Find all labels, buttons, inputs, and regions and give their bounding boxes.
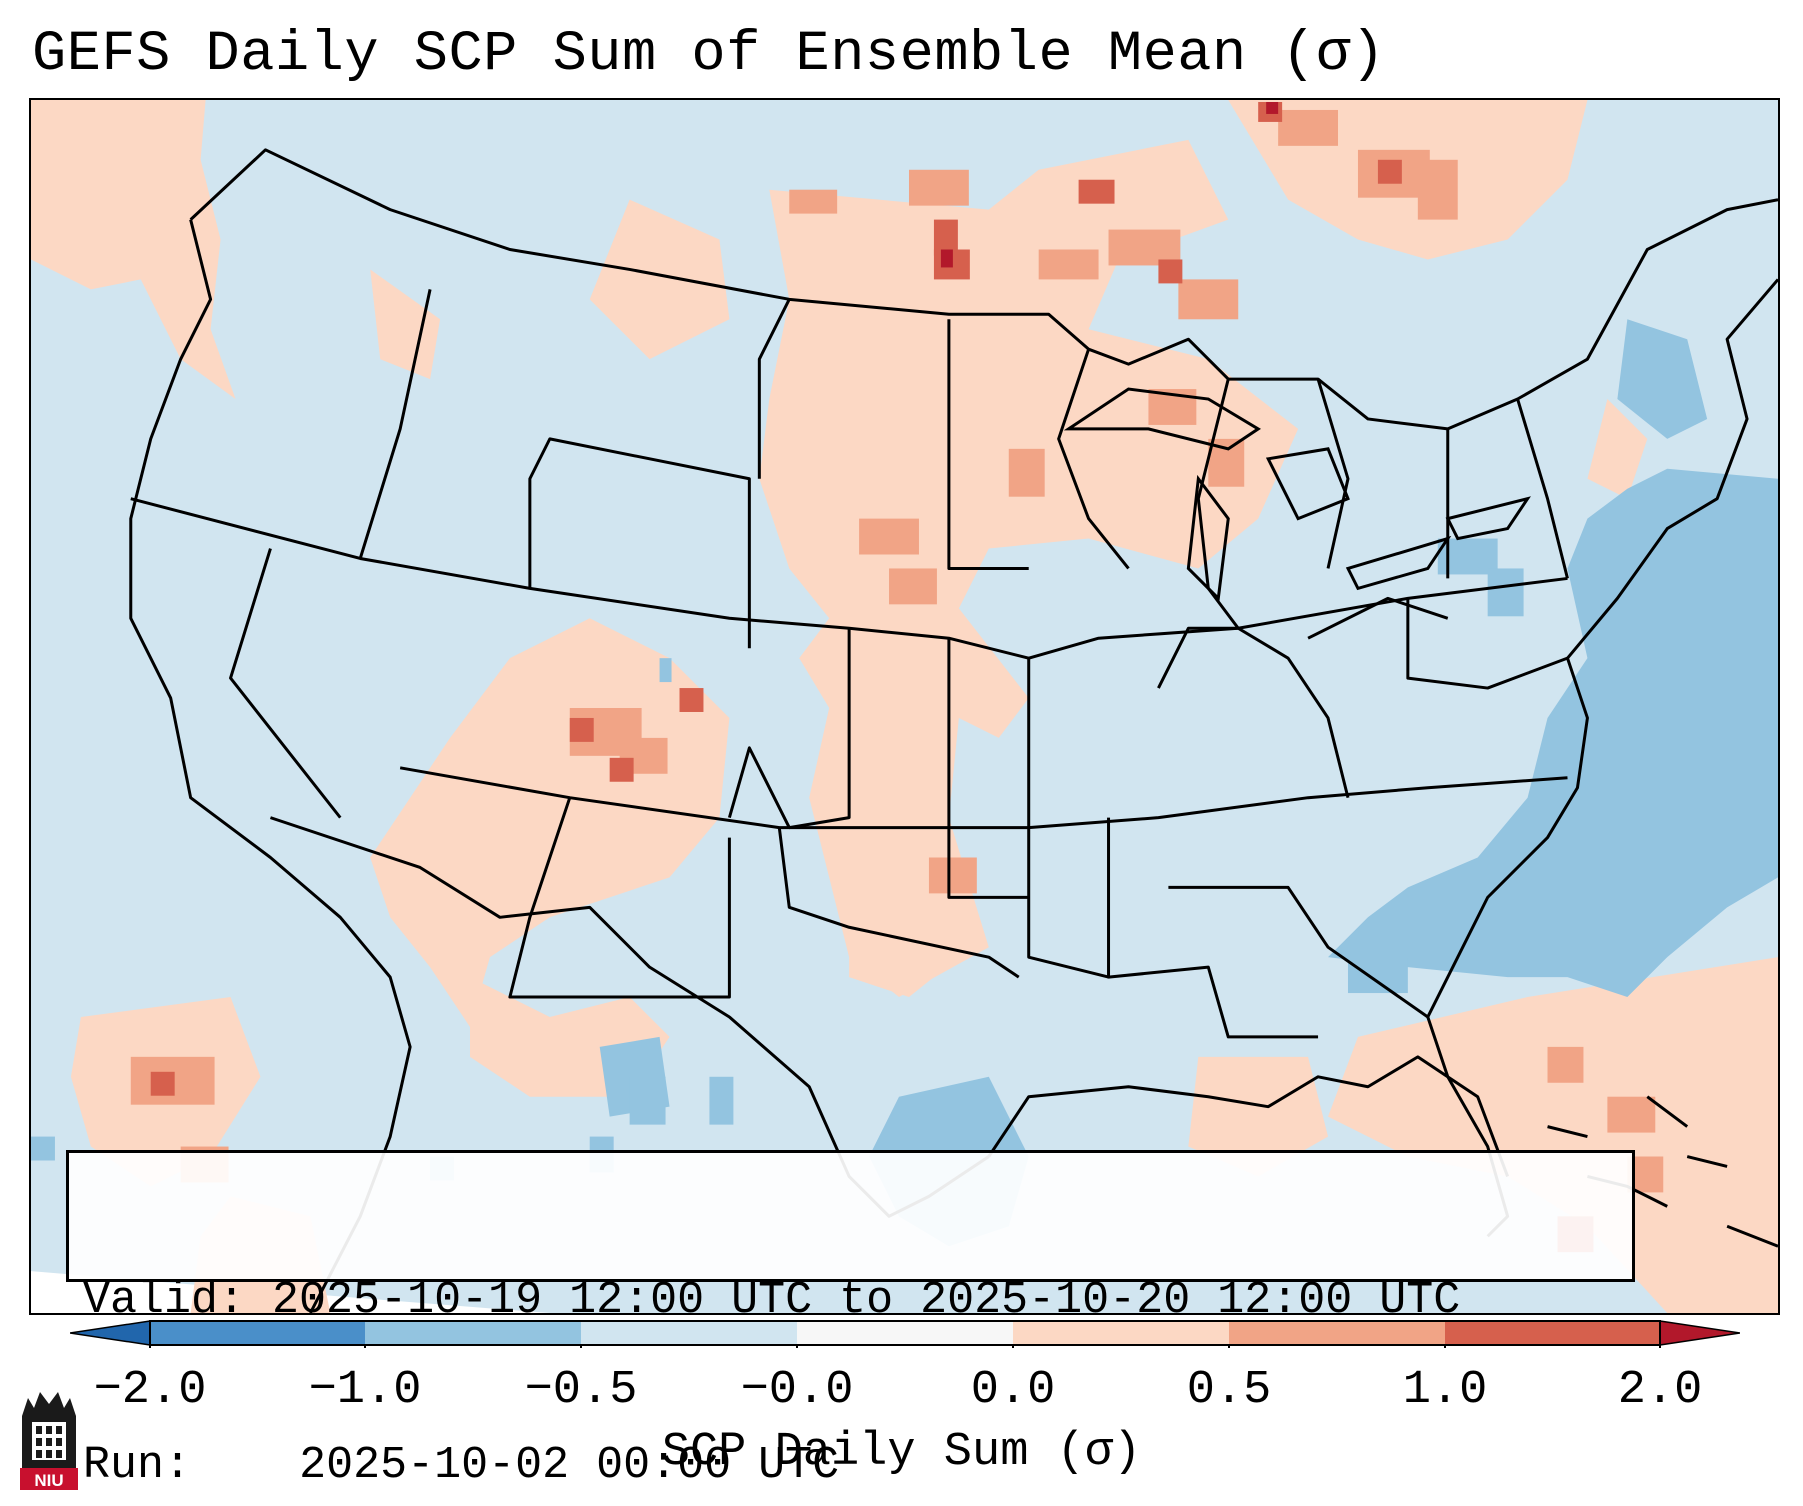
colorbar-tick-label: 0.0 [970,1364,1056,1417]
map-canvas [31,100,1778,1313]
colorbar-tick-label: −0.5 [524,1364,638,1417]
colorbar-bin-5 [1013,1321,1229,1345]
colorbar-bin-7 [1445,1321,1660,1345]
colorbar-under-extension [70,1320,151,1346]
valid-time-info-box: Valid: 2025-10-19 12:00 UTC to 2025-10-2… [66,1150,1635,1491]
colorbar-tick-marks [149,1345,1661,1348]
colorbar-bin-1 [150,1321,365,1345]
valid-value: 2025-10-19 12:00 UTC to 2025-10-20 12:00… [272,1275,1461,1326]
map-panel [29,98,1780,1315]
valid-line: Valid: 2025-10-19 12:00 UTC to 2025-10-2… [83,1273,1618,1328]
map-title: GEFS Daily SCP Sum of Ensemble Mean (σ) [32,23,1386,87]
run-line: Run: 2025-10-02 00:00 UTC [83,1438,1618,1493]
run-label: Run: [83,1440,192,1491]
projection-edge [31,1271,550,1313]
colorbar-bin-2 [365,1321,581,1345]
colorbar-bin-6 [1229,1321,1445,1345]
colorbar [70,1320,1740,1348]
colorbar-bin-4 [797,1321,1013,1345]
logo-text: NIU [34,1471,63,1490]
colorbar-tick-label: −0.0 [740,1364,854,1417]
colorbar-outline [149,1320,1661,1346]
colorbar-tick-label: −2.0 [93,1364,207,1417]
colorbar-over-extension [1659,1320,1740,1346]
colorbar-tick-label: 2.0 [1617,1364,1703,1417]
max-positive-anomaly [940,101,1279,268]
run-value: 2025-10-02 00:00 UTC [299,1440,840,1491]
colorbar-tick-label: 1.0 [1402,1364,1488,1417]
colorbar-bin-3 [581,1321,797,1345]
colorbar-tick-label: 0.5 [1186,1364,1272,1417]
niu-logo-icon: NIU [20,1392,78,1490]
great-lakes [1063,387,1531,602]
colorbar-tick-label: −1.0 [308,1364,422,1417]
valid-label: Valid: [83,1275,246,1326]
colorbar-label: SCP Daily Sum (σ) [661,1426,1142,1479]
